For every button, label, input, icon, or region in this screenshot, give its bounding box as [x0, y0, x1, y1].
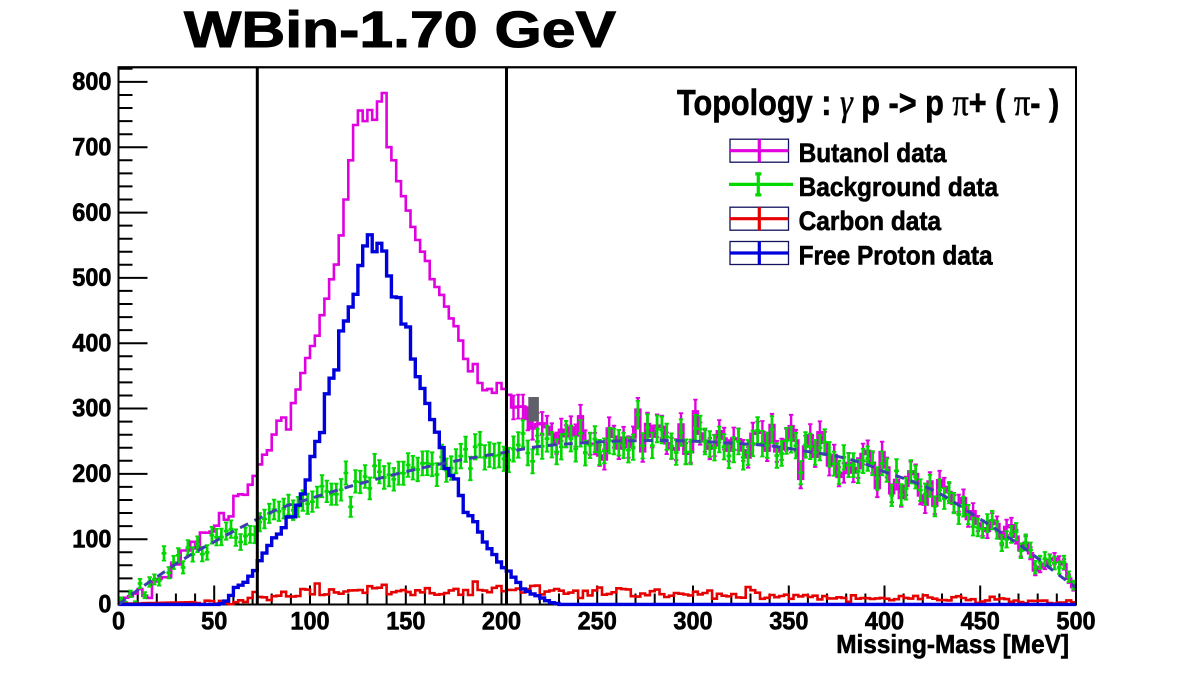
svg-text:100: 100 — [72, 526, 111, 554]
svg-text:500: 500 — [72, 264, 111, 292]
svg-text:Butanol data: Butanol data — [799, 139, 948, 168]
svg-text:100: 100 — [290, 608, 329, 636]
svg-text:450: 450 — [961, 608, 1000, 636]
svg-text:150: 150 — [386, 608, 425, 636]
svg-text:0: 0 — [98, 591, 111, 619]
svg-text:350: 350 — [769, 608, 808, 636]
svg-text:250: 250 — [578, 608, 617, 636]
svg-text:800: 800 — [72, 68, 111, 96]
svg-text:Free Proton data: Free Proton data — [799, 241, 994, 270]
svg-text:50: 50 — [201, 608, 227, 636]
svg-text:Background data: Background data — [799, 173, 999, 202]
svg-text:Carbon data: Carbon data — [799, 207, 942, 236]
svg-text:400: 400 — [865, 608, 904, 636]
svg-text:300: 300 — [72, 395, 111, 423]
svg-text:Missing-Mass [MeV]: Missing-Mass [MeV] — [836, 630, 1069, 659]
svg-text:700: 700 — [72, 134, 111, 162]
svg-text:600: 600 — [72, 199, 111, 227]
svg-text:0: 0 — [112, 608, 125, 636]
svg-text:300: 300 — [673, 608, 712, 636]
svg-text:200: 200 — [72, 460, 111, 488]
svg-text:Topology : γ p -> p π+ ( π- ): Topology : γ p -> p π+ ( π- ) — [677, 82, 1059, 124]
svg-text:400: 400 — [72, 330, 111, 358]
svg-text:500: 500 — [1056, 608, 1095, 636]
svg-text:200: 200 — [482, 608, 521, 636]
svg-text:WBin-1.70 GeV: WBin-1.70 GeV — [184, 1, 617, 58]
